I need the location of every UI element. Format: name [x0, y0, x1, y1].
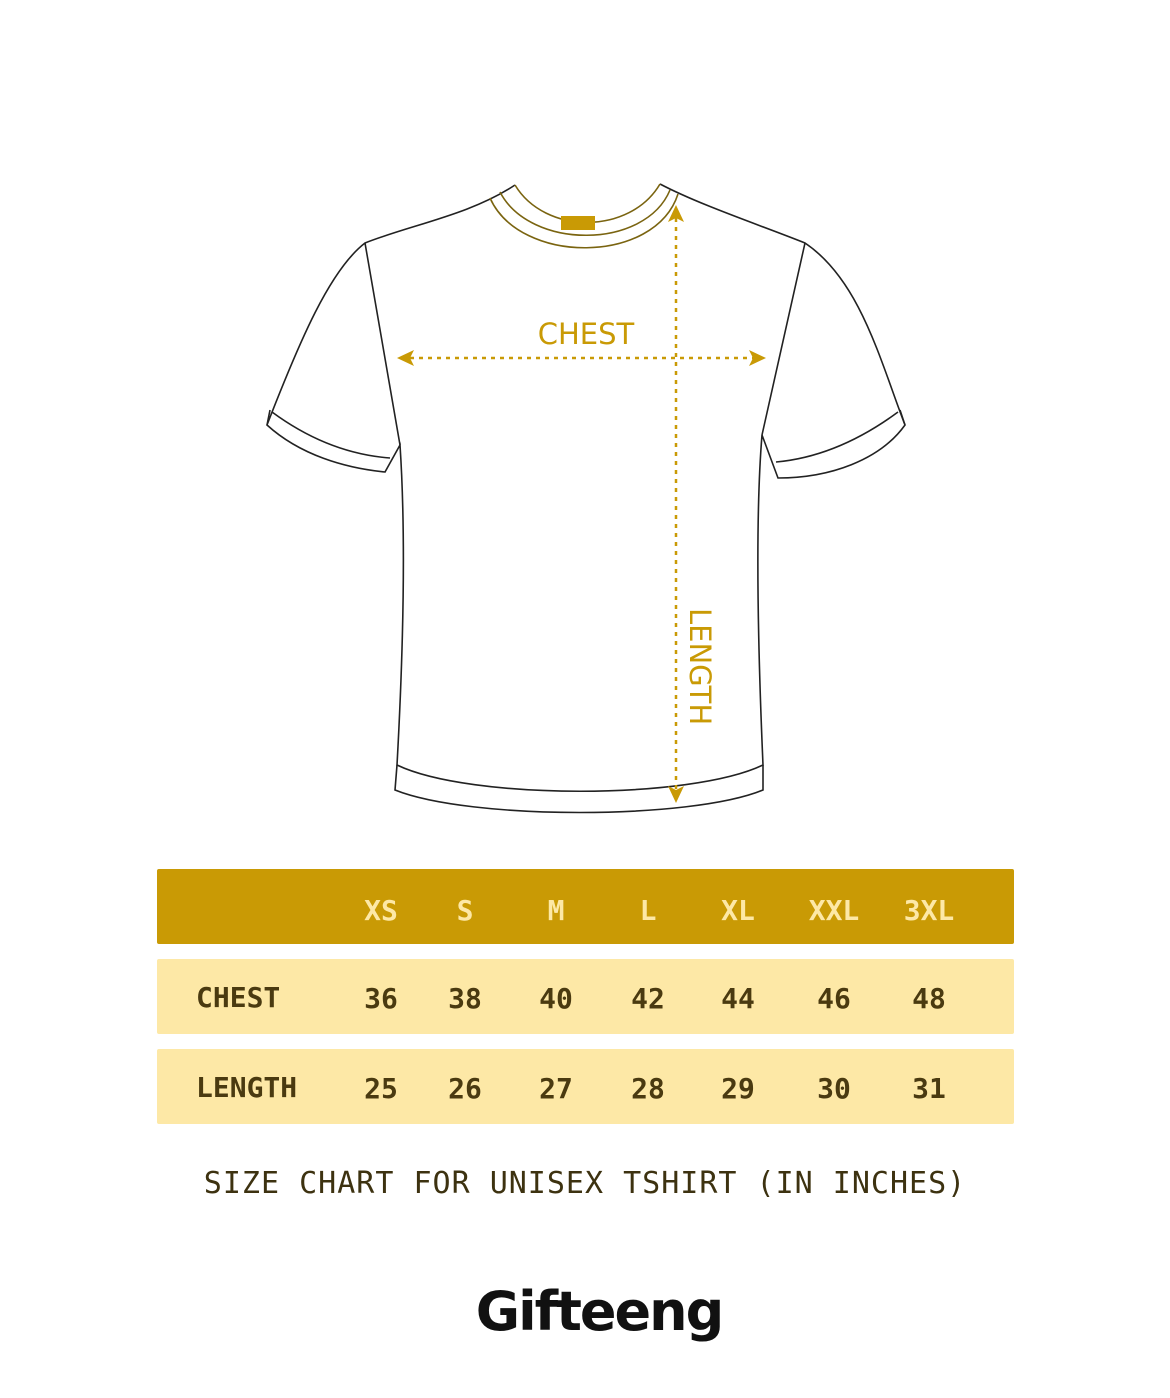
length-row: LENGTH 25 26 27 28 29 30 31	[157, 1049, 1014, 1124]
size-3xl: 3XL	[903, 894, 955, 927]
length-value: 26	[448, 1072, 482, 1105]
tshirt-outline	[266, 183, 906, 814]
length-dimension-label: LENGTH	[683, 608, 717, 725]
collar	[489, 183, 679, 249]
arrow-icons	[397, 205, 766, 803]
size-header-row: XS S M L XL XXL 3XL	[157, 869, 1014, 944]
row-label: CHEST	[196, 981, 281, 1014]
chest-value: 42	[631, 982, 665, 1015]
neck-label	[561, 216, 595, 230]
chest-row: CHEST 36 38 40 42 44 46 48	[157, 959, 1014, 1034]
chest-dimension-label: CHEST	[538, 317, 635, 351]
length-value: 29	[721, 1072, 755, 1105]
size-xl: XL	[721, 894, 755, 927]
length-value: 31	[912, 1072, 946, 1105]
brand-logo: Gifteeng	[475, 1280, 725, 1343]
chest-value: 46	[817, 982, 851, 1015]
size-s: S	[456, 894, 474, 927]
size-m: M	[547, 894, 565, 927]
chest-value: 38	[448, 982, 482, 1015]
chest-value: 44	[721, 982, 755, 1015]
tshirt-diagram: CHEST LENGTH	[266, 183, 906, 814]
size-xxl: XXL	[808, 894, 860, 927]
size-l: L	[639, 894, 657, 927]
chest-value: 48	[912, 982, 946, 1015]
row-label: LENGTH	[196, 1071, 298, 1104]
size-chart-caption: SIZE CHART FOR UNISEX TSHIRT (IN INCHES)	[203, 1166, 967, 1201]
measure-lines	[410, 218, 755, 790]
length-value: 27	[539, 1072, 573, 1105]
length-value: 28	[631, 1072, 665, 1105]
chest-value: 36	[364, 982, 398, 1015]
chest-value: 40	[539, 982, 573, 1015]
length-value: 30	[817, 1072, 851, 1105]
length-value: 25	[364, 1072, 398, 1105]
size-xs: XS	[364, 894, 398, 927]
